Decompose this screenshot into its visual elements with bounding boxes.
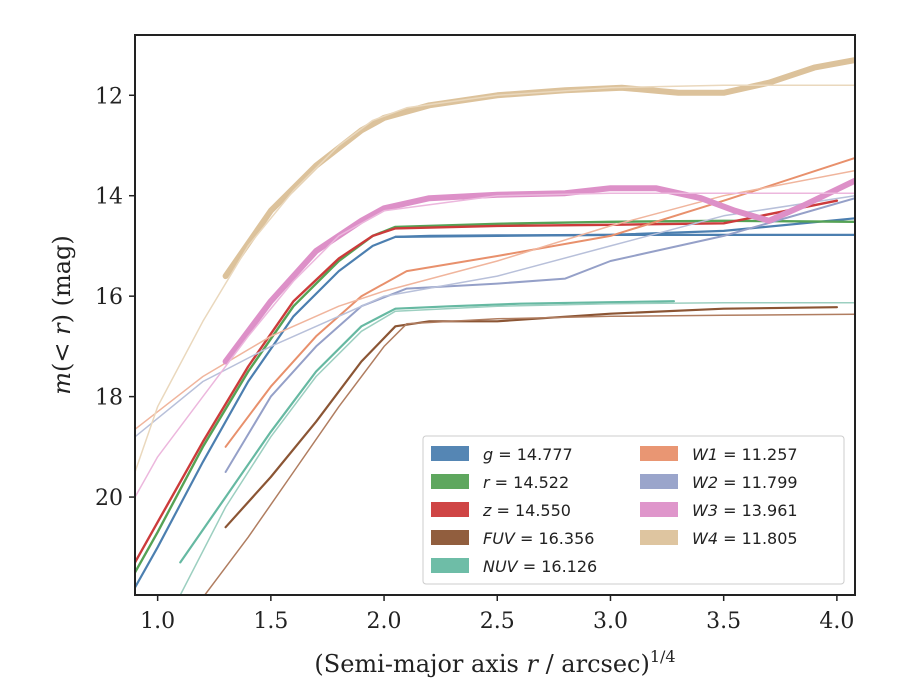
x-axis-label: (Semi-major axis r / arcsec)1/4 xyxy=(314,647,675,678)
legend-swatch xyxy=(640,474,678,489)
series-line-6 xyxy=(179,300,676,564)
legend-swatch xyxy=(431,530,469,545)
y-axis-label: m(< r) (mag) xyxy=(48,235,76,395)
x-axis-ticks: 1.0 1.5 2.0 2.5 3.0 3.5 4.0 xyxy=(140,595,854,634)
legend-label: z = 14.550 xyxy=(482,501,571,520)
series-line-8 xyxy=(224,157,855,448)
plot-frame xyxy=(134,34,856,596)
series-line-3 xyxy=(135,199,839,564)
legend-label: g = 14.777 xyxy=(483,445,573,464)
y-tick-label: 20 xyxy=(95,486,123,511)
y-tick-label: 12 xyxy=(95,84,123,109)
legend-label: W1 = 11.257 xyxy=(692,445,798,464)
legend-swatch xyxy=(640,502,678,517)
x-tick-label: 4.0 xyxy=(819,609,854,634)
series-line-7 xyxy=(179,301,855,595)
x-tick-label: 1.0 xyxy=(140,609,175,634)
legend-label: W3 = 13.961 xyxy=(692,501,798,520)
y-tick-label: 14 xyxy=(95,185,123,210)
series-layer xyxy=(135,57,855,595)
legend-label: FUV = 16.356 xyxy=(483,529,594,548)
x-tick-label: 2.0 xyxy=(367,609,402,634)
x-tick-label: 3.5 xyxy=(706,609,741,634)
series-line-13 xyxy=(135,192,855,498)
legend-label: W4 = 11.805 xyxy=(692,529,798,548)
series-line-10 xyxy=(224,197,855,473)
legend-swatch xyxy=(431,446,469,461)
y-axis-ticks: 12 14 16 18 20 xyxy=(95,84,135,511)
series-line-11 xyxy=(135,194,855,438)
series-line-5 xyxy=(203,313,855,595)
legend-label: NUV = 16.126 xyxy=(483,557,597,576)
legend-label: W2 = 11.799 xyxy=(692,473,798,492)
legend-swatch xyxy=(640,530,678,545)
legend-label: r = 14.522 xyxy=(483,473,569,492)
legend-swatch xyxy=(431,474,469,489)
legend-swatch xyxy=(640,446,678,461)
legend-box xyxy=(422,435,845,585)
series-lines xyxy=(135,57,855,595)
x-tick-label: 3.0 xyxy=(593,609,628,634)
y-tick-label: 16 xyxy=(95,285,123,310)
series-line-12 xyxy=(222,177,855,365)
x-tick-label: 1.5 xyxy=(253,609,288,634)
legend-swatch xyxy=(431,558,469,573)
legend: g = 14.777 r = 14.522 z = 14.550 FUV = 16.3… xyxy=(422,435,845,585)
y-tick-label: 18 xyxy=(95,386,123,411)
x-tick-label: 2.5 xyxy=(480,609,515,634)
series-line-15 xyxy=(135,84,855,473)
legend-swatch xyxy=(431,502,469,517)
